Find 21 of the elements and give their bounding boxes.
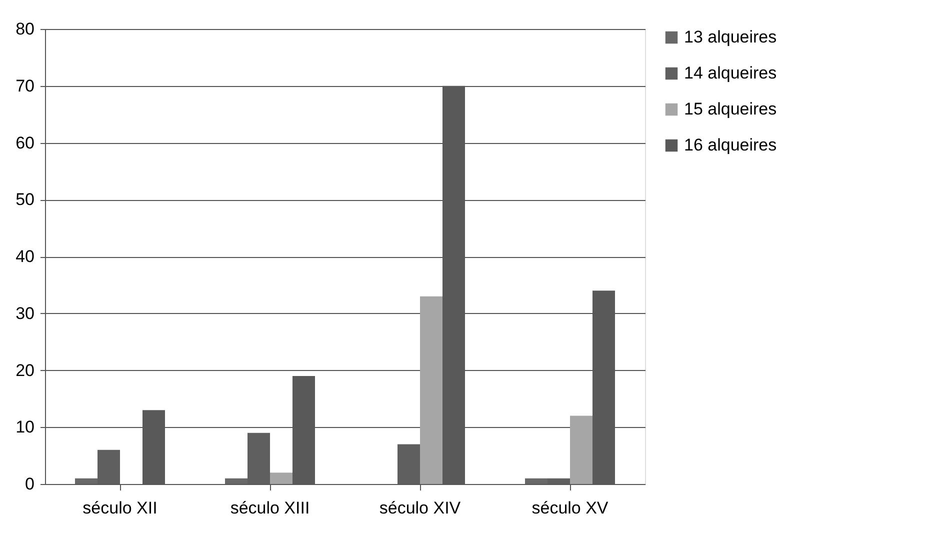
y-tick-label: 10 xyxy=(16,418,34,437)
y-tick-label: 60 xyxy=(16,133,34,152)
bar xyxy=(270,472,292,484)
bar xyxy=(420,296,442,484)
y-tick-label: 0 xyxy=(25,474,34,494)
y-tick-label: 70 xyxy=(16,76,34,96)
x-tick-label: século XII xyxy=(82,498,158,518)
legend-label: 13 alqueires xyxy=(684,28,777,46)
bar xyxy=(398,444,420,484)
y-tick-label: 50 xyxy=(16,190,34,210)
bar xyxy=(570,416,592,484)
legend-label: 14 alqueires xyxy=(684,64,777,82)
x-tick-label: século XIII xyxy=(230,498,310,518)
y-tick-label: 40 xyxy=(16,247,34,266)
x-tick-label: século XV xyxy=(532,498,609,518)
legend-label: 15 alqueires xyxy=(684,100,777,118)
x-tick-label: século XIV xyxy=(379,498,462,518)
legend-label: 16 alqueires xyxy=(684,136,777,154)
y-tick-label: 20 xyxy=(16,360,34,380)
y-tick-label: 30 xyxy=(16,304,34,323)
y-tick-label: 80 xyxy=(16,20,34,38)
